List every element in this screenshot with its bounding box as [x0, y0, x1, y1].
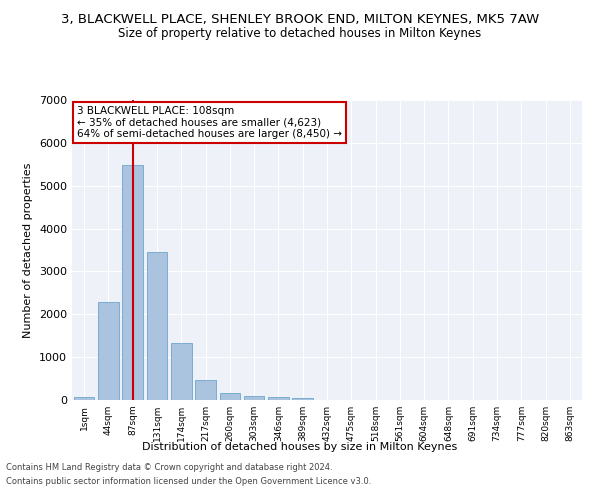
Bar: [171, 344, 191, 400]
Y-axis label: Number of detached properties: Number of detached properties: [23, 162, 34, 338]
Bar: [146, 252, 167, 400]
Text: Contains HM Land Registry data © Crown copyright and database right 2024.: Contains HM Land Registry data © Crown c…: [6, 464, 332, 472]
Bar: [244, 396, 265, 400]
Text: Size of property relative to detached houses in Milton Keynes: Size of property relative to detached ho…: [118, 28, 482, 40]
Bar: [122, 165, 143, 400]
Text: Distribution of detached houses by size in Milton Keynes: Distribution of detached houses by size …: [142, 442, 458, 452]
Bar: [220, 393, 240, 400]
Text: 3, BLACKWELL PLACE, SHENLEY BROOK END, MILTON KEYNES, MK5 7AW: 3, BLACKWELL PLACE, SHENLEY BROOK END, M…: [61, 12, 539, 26]
Bar: [292, 398, 313, 400]
Text: 3 BLACKWELL PLACE: 108sqm
← 35% of detached houses are smaller (4,623)
64% of se: 3 BLACKWELL PLACE: 108sqm ← 35% of detac…: [77, 106, 342, 139]
Bar: [74, 396, 94, 400]
Bar: [268, 397, 289, 400]
Bar: [195, 380, 216, 400]
Bar: [98, 302, 119, 400]
Text: Contains public sector information licensed under the Open Government Licence v3: Contains public sector information licen…: [6, 477, 371, 486]
